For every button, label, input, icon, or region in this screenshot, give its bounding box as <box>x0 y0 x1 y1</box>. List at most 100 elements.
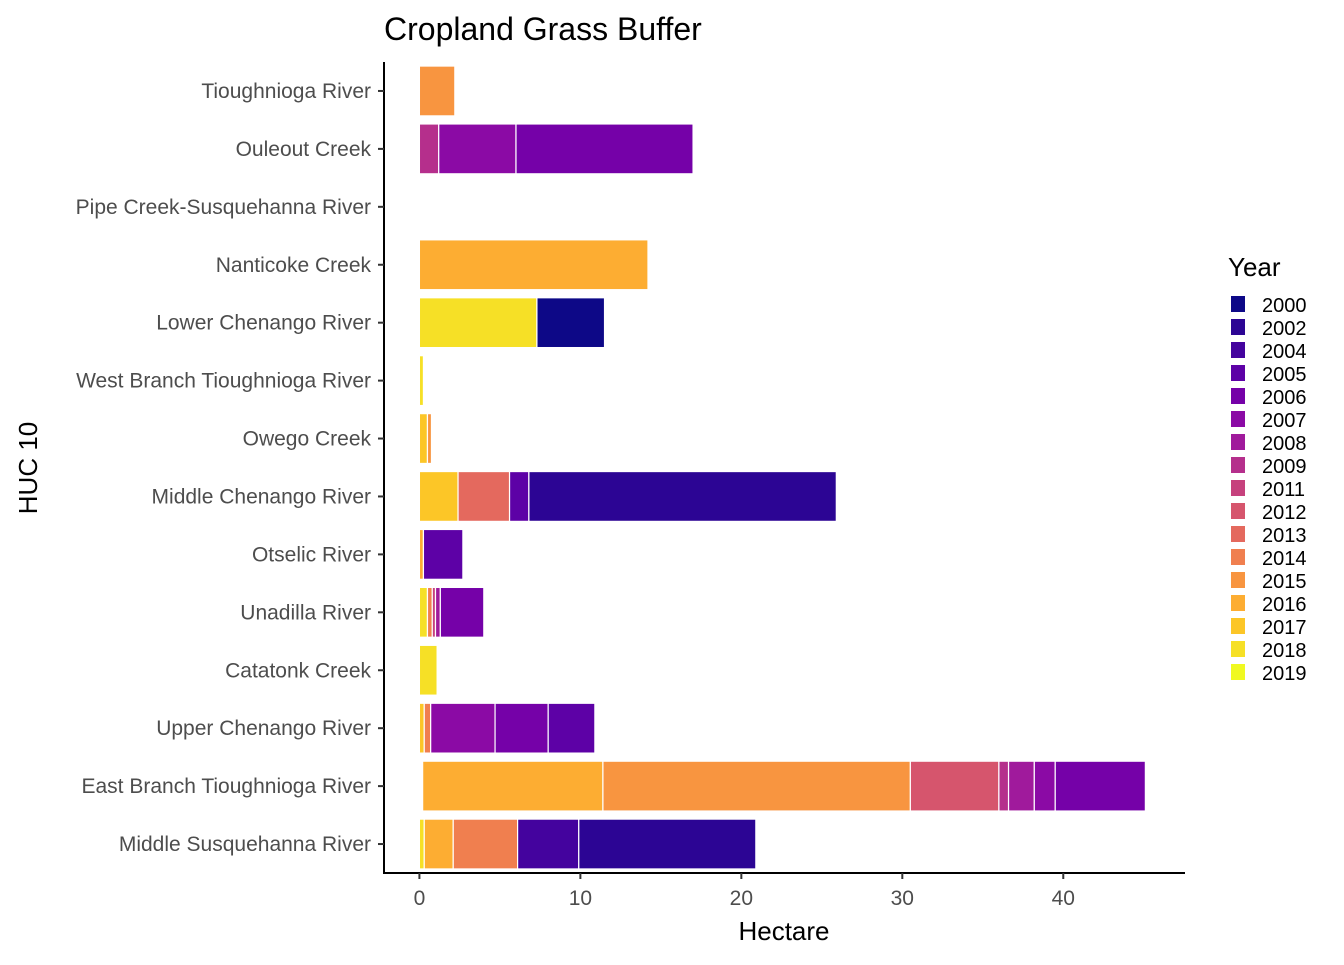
y-tick-label-unadilla-river: Unadilla River <box>240 601 371 624</box>
chart-title: Cropland Grass Buffer <box>384 11 702 47</box>
legend-key-2004 <box>1231 342 1245 358</box>
bar-upper-chenango-river-2014 <box>423 702 432 754</box>
bar-middle-chenango-river-2017 <box>418 470 459 522</box>
legend-key-2011 <box>1231 480 1245 496</box>
bar-east-branch-tioughnioga-river-2006 <box>1054 760 1146 812</box>
legend-key-2012 <box>1231 503 1245 519</box>
bar-owego-creek-2017 <box>418 413 429 465</box>
bar-middle-chenango-river-2002 <box>528 470 837 522</box>
y-tick-label-lower-chenango-river: Lower Chenango River <box>156 312 371 335</box>
bar-middle-susquehanna-river-2002 <box>578 818 757 870</box>
legend-key-2008 <box>1231 434 1245 450</box>
bar-east-branch-tioughnioga-river-2007 <box>1033 760 1056 812</box>
bars-layer <box>418 65 1146 870</box>
legend-key-2018 <box>1231 641 1245 657</box>
bar-ouleout-creek-2009 <box>418 123 440 175</box>
y-tick-label-middle-chenango-river: Middle Chenango River <box>152 485 371 508</box>
x-axis-title: Hectare <box>738 916 829 946</box>
y-axis-title: HUC 10 <box>13 422 43 514</box>
legend-label-2016: 2016 <box>1262 594 1307 616</box>
legend-key-2017 <box>1231 618 1245 634</box>
legend-label-2014: 2014 <box>1262 548 1307 570</box>
y-tick-label-nanticoke-creek: Nanticoke Creek <box>216 254 372 277</box>
bar-catatonk-creek-2018 <box>418 644 438 696</box>
y-tick-label-pipe-creek-susquehanna-river: Pipe Creek-Susquehanna River <box>76 196 371 219</box>
legend-key-2015 <box>1231 572 1245 588</box>
bar-middle-susquehanna-river-2004 <box>517 818 580 870</box>
legend-label-2005: 2005 <box>1262 364 1307 386</box>
y-tick-label-middle-susquehanna-river: Middle Susquehanna River <box>119 833 371 856</box>
bar-unadilla-river-2008 <box>434 586 441 638</box>
x-tick-label-30: 30 <box>891 887 914 910</box>
bar-ouleout-creek-2006 <box>515 123 694 175</box>
legend-label-2013: 2013 <box>1262 525 1307 547</box>
bar-middle-susquehanna-river-2016 <box>423 818 454 870</box>
bar-upper-chenango-river-2005 <box>547 702 596 754</box>
y-tick-label-catatonk-creek: Catatonk Creek <box>225 659 371 682</box>
legend-label-2006: 2006 <box>1262 387 1307 409</box>
bar-lower-chenango-river-2018 <box>418 297 538 349</box>
y-tick-label-west-branch-tioughnioga-river: West Branch Tioughnioga River <box>76 370 371 393</box>
x-tick-label-10: 10 <box>569 887 592 910</box>
legend-label-2011: 2011 <box>1262 479 1305 501</box>
bar-upper-chenango-river-2006 <box>494 702 549 754</box>
legend-label-2015: 2015 <box>1262 571 1307 593</box>
legend-label-2017: 2017 <box>1262 617 1307 639</box>
bar-otselic-river-2005 <box>422 528 464 580</box>
bar-owego-creek-2015 <box>426 413 433 465</box>
legend-key-2019 <box>1231 664 1245 680</box>
bar-ouleout-creek-2007 <box>438 123 517 175</box>
bar-east-branch-tioughnioga-river-2012 <box>909 760 1000 812</box>
y-tick-label-east-branch-tioughnioga-river: East Branch Tioughnioga River <box>82 775 372 798</box>
legend-label-2002: 2002 <box>1262 318 1307 340</box>
x-tick-label-20: 20 <box>730 887 753 910</box>
legend-label-2019: 2019 <box>1262 663 1307 685</box>
bar-upper-chenango-river-2007 <box>430 702 496 754</box>
legend-key-2013 <box>1231 526 1245 542</box>
legend-label-2007: 2007 <box>1262 410 1307 432</box>
x-tick-label-0: 0 <box>414 887 426 910</box>
bar-tioughnioga-river-2015 <box>418 65 456 117</box>
bar-unadilla-river-2014 <box>426 586 433 638</box>
legend: Year 20002002200420052006200720082009201… <box>1228 252 1307 685</box>
legend-label-2012: 2012 <box>1262 502 1307 524</box>
legend-key-2014 <box>1231 549 1245 565</box>
bar-middle-susquehanna-river-2014 <box>452 818 519 870</box>
bar-unadilla-river-2006 <box>439 586 485 638</box>
bar-middle-chenango-river-2013 <box>457 470 511 522</box>
bar-unadilla-river-2018 <box>418 586 429 638</box>
legend-key-2002 <box>1231 319 1245 335</box>
bar-lower-chenango-river-2000 <box>536 297 606 349</box>
bar-west-branch-tioughnioga-river-2018 <box>418 355 425 407</box>
y-tick-label-upper-chenango-river: Upper Chenango River <box>156 717 371 740</box>
bar-middle-chenango-river-2005 <box>508 470 530 522</box>
legend-label-2008: 2008 <box>1262 433 1307 455</box>
x-axis: 0 10 20 30 40 <box>383 872 1185 910</box>
legend-key-2005 <box>1231 365 1245 381</box>
legend-key-2007 <box>1231 411 1245 427</box>
x-tick-label-40: 40 <box>1052 887 1075 910</box>
y-axis: Tioughnioga River Ouleout Creek Pipe Creek… <box>76 62 385 873</box>
y-tick-label-owego-creek: Owego Creek <box>243 428 372 451</box>
bar-east-branch-tioughnioga-river-2009 <box>998 760 1010 812</box>
legend-key-2000 <box>1231 296 1245 312</box>
legend-key-2009 <box>1231 457 1245 473</box>
legend-label-2000: 2000 <box>1262 295 1307 317</box>
legend-label-2009: 2009 <box>1262 456 1307 478</box>
bar-east-branch-tioughnioga-river-2015 <box>602 760 911 812</box>
y-tick-label-tioughnioga-river: Tioughnioga River <box>201 80 371 103</box>
bar-otselic-river-2016 <box>418 528 425 580</box>
legend-label-2004: 2004 <box>1262 341 1307 363</box>
bar-east-branch-tioughnioga-river-2008 <box>1007 760 1035 812</box>
y-tick-label-ouleout-creek: Ouleout Creek <box>236 138 372 161</box>
legend-key-2016 <box>1231 595 1245 611</box>
legend-label-2018: 2018 <box>1262 640 1307 662</box>
bar-east-branch-tioughnioga-river-2016 <box>422 760 604 812</box>
legend-title: Year <box>1228 252 1281 282</box>
bar-nanticoke-creek-2016 <box>418 239 649 291</box>
y-tick-label-otselic-river: Otselic River <box>252 543 371 566</box>
bar-upper-chenango-river-2017 <box>418 702 425 754</box>
bar-middle-susquehanna-river-2018 <box>418 818 425 870</box>
